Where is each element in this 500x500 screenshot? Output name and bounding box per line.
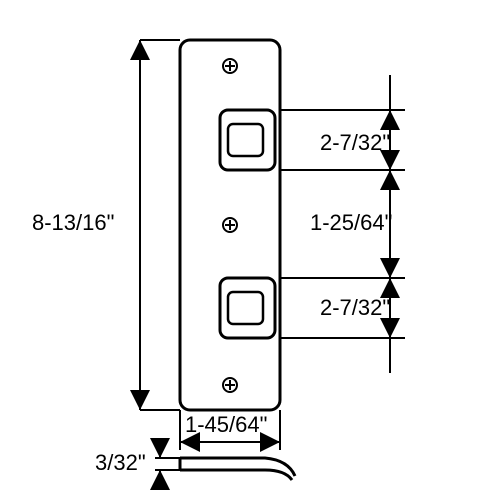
thickness-dim-label: 3/32" <box>95 450 146 475</box>
latch-cutout-inner <box>228 292 263 324</box>
latch-cutout-inner <box>228 124 263 156</box>
side-profile-bottom <box>180 470 292 480</box>
top-cutout-height-dim-label: 2-7/32" <box>320 130 390 155</box>
strike-plate-diagram: 8-13/16" 2-7/32" 1-25/64" 2-7/32" 1-45/64" 3/… <box>0 0 500 500</box>
width-dim-label: 1-45/64" <box>185 412 267 437</box>
side-profile-top <box>180 458 295 476</box>
center-spacing-dim-label: 1-25/64" <box>310 210 392 235</box>
overall-height-dim-label: 8-13/16" <box>32 210 114 235</box>
bottom-cutout-height-dim-label: 2-7/32" <box>320 295 390 320</box>
